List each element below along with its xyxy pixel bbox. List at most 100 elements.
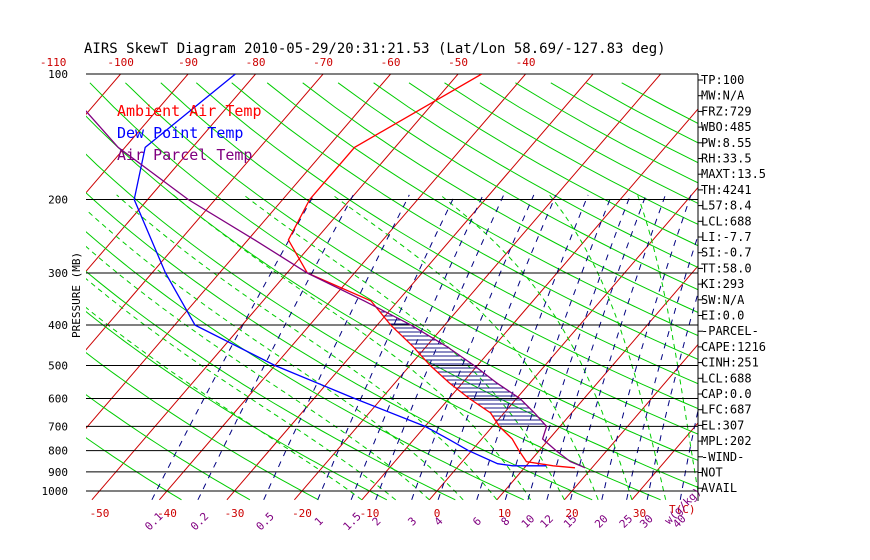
dry-adiabat-line bbox=[86, 310, 388, 501]
air-parcel-templine bbox=[86, 110, 586, 469]
stability-index-item: LFC:687 bbox=[701, 403, 752, 417]
bottom-temp-tick-label: 20 bbox=[565, 507, 578, 520]
mixing-ratio-line bbox=[601, 194, 692, 500]
top-temp-tick-label: -60 bbox=[381, 56, 401, 69]
pressure-tick-label: 400 bbox=[48, 319, 68, 332]
legend-ambient-air-temp: Ambient Air Temp bbox=[117, 102, 262, 120]
pressure-tick-label: 500 bbox=[48, 359, 68, 372]
stability-index-item: AVAIL bbox=[701, 481, 737, 495]
dry-adiabat-line bbox=[86, 231, 524, 501]
dry-adiabat-line bbox=[86, 153, 661, 501]
dry-adiabat-line bbox=[86, 270, 456, 501]
dry-adiabat-line bbox=[266, 82, 698, 337]
sounding-series bbox=[86, 74, 586, 469]
dry-adiabat-line bbox=[195, 82, 698, 385]
dry-adiabat-line bbox=[231, 82, 698, 360]
mixing-ratio-line bbox=[646, 291, 698, 500]
stability-index-item: -PARCEL- bbox=[701, 324, 759, 338]
isotherm-line bbox=[294, 74, 662, 501]
pressure-tick-label: 800 bbox=[48, 445, 68, 458]
isotherm-line bbox=[361, 108, 698, 501]
stability-index-item: CAP:0.0 bbox=[701, 387, 752, 401]
dry-adiabat-line bbox=[89, 82, 698, 461]
dry-adiabat-line bbox=[373, 82, 698, 268]
mixing-ratio-line bbox=[437, 194, 557, 500]
cape-hatch-area bbox=[376, 307, 545, 425]
stability-index-item: NOT bbox=[701, 466, 723, 480]
stability-index-item: RH:33.5 bbox=[701, 152, 752, 166]
y-axis-label: PRESSURE (MB) bbox=[70, 252, 83, 338]
stability-index-item: EL:307 bbox=[701, 418, 744, 432]
bottom-temp-tick-label: 10 bbox=[498, 507, 511, 520]
moist-adiabat-line bbox=[332, 194, 599, 501]
stability-index-item: CAPE:1216 bbox=[701, 340, 766, 354]
moist-adiabat-line bbox=[116, 194, 498, 501]
moist-adiabat-line bbox=[86, 209, 464, 501]
pressure-tick-label: 900 bbox=[48, 466, 68, 479]
top-temp-tick-label: -110 bbox=[40, 56, 67, 69]
moist-adiabat-line bbox=[439, 194, 633, 500]
isotherm-line bbox=[429, 186, 698, 501]
legend: Ambient Air Temp Dew Point Temp Air Parc… bbox=[117, 102, 262, 164]
isotherm-line bbox=[226, 74, 594, 501]
pressure-tick-label: 200 bbox=[48, 194, 68, 207]
dry-adiabat-line bbox=[86, 352, 319, 501]
stability-index-item: MPL:202 bbox=[701, 434, 752, 448]
mixing-ratio-line bbox=[626, 233, 698, 500]
x-axis-unit-label: T(C) bbox=[669, 503, 696, 516]
top-temp-tick-label: -50 bbox=[448, 56, 468, 69]
bottom-temp-tick-label: -10 bbox=[360, 507, 380, 520]
isotherm-line bbox=[86, 74, 257, 272]
stability-index-item: TH:4241 bbox=[701, 183, 752, 197]
stability-index-item: SI:-0.7 bbox=[701, 246, 752, 260]
stability-index-item: WBO:485 bbox=[701, 120, 752, 134]
dew-point-templine bbox=[133, 74, 547, 467]
bottom-temp-tick-label: -30 bbox=[225, 507, 245, 520]
legend-dew-point-temp: Dew Point Temp bbox=[117, 124, 243, 142]
mixing-ratio-line bbox=[197, 194, 354, 501]
mixing-ratio-line bbox=[679, 408, 698, 500]
isotherm-line bbox=[86, 74, 392, 429]
stability-index-item: EI:0.0 bbox=[701, 309, 744, 323]
isotherm-line bbox=[564, 343, 698, 501]
mixing-ratio-line bbox=[570, 194, 666, 500]
chart-title: AIRS SkewT Diagram 2010-05-29/20:31:21.5… bbox=[84, 41, 666, 57]
mixing-ratio-line bbox=[350, 194, 484, 500]
dry-adiabat-line bbox=[86, 437, 182, 501]
moist-adiabat-line bbox=[86, 278, 396, 501]
stability-index-item: -WIND- bbox=[701, 450, 744, 464]
pressure-tick-labels: 100 200 300 400 500 600 700 800 900 1000 bbox=[42, 68, 69, 498]
stability-index-item: TT:58.0 bbox=[701, 261, 752, 275]
dry-adiabat-line bbox=[86, 394, 251, 501]
background-lines bbox=[86, 74, 698, 501]
top-temp-tick-labels: -120-110-100-90-80-70-60-50-40 bbox=[40, 56, 536, 69]
isotherm-line bbox=[91, 74, 459, 501]
mixing-ratio-line bbox=[151, 194, 315, 501]
ambient-air-templine bbox=[287, 74, 576, 469]
moist-adiabat-line bbox=[549, 194, 667, 500]
mixing-ratio-line bbox=[375, 194, 505, 500]
pressure-tick-label: 100 bbox=[48, 68, 68, 81]
bottom-temp-tick-label: -20 bbox=[292, 507, 312, 520]
mixing-ratio-line bbox=[527, 194, 631, 500]
pressure-tick-label: 700 bbox=[48, 420, 68, 433]
moist-adiabat-line bbox=[637, 194, 698, 495]
bottom-temp-tick-label: 0 bbox=[434, 507, 441, 520]
isotherm-line bbox=[159, 74, 527, 501]
stability-index-item: LCL:688 bbox=[701, 214, 752, 228]
top-temp-tick-label: -80 bbox=[246, 56, 266, 69]
stability-index-item: TP:100 bbox=[701, 73, 744, 87]
dry-adiabat-line bbox=[86, 192, 593, 501]
stability-index-item: FRZ:729 bbox=[701, 104, 752, 118]
pressure-tick-label: 600 bbox=[48, 392, 68, 405]
mixing-ratio-line bbox=[263, 194, 410, 501]
pressure-tick-label: 1000 bbox=[42, 485, 69, 498]
dry-adiabat-line bbox=[337, 82, 698, 291]
top-temp-tick-label: -40 bbox=[516, 56, 536, 69]
stability-index-item: CINH:251 bbox=[701, 356, 759, 370]
top-temp-tick-label: -90 bbox=[178, 56, 198, 69]
stability-index-item: L57:8.4 bbox=[701, 199, 752, 213]
top-temp-tick-label: -70 bbox=[313, 56, 333, 69]
dry-adiabat-line bbox=[125, 82, 698, 435]
